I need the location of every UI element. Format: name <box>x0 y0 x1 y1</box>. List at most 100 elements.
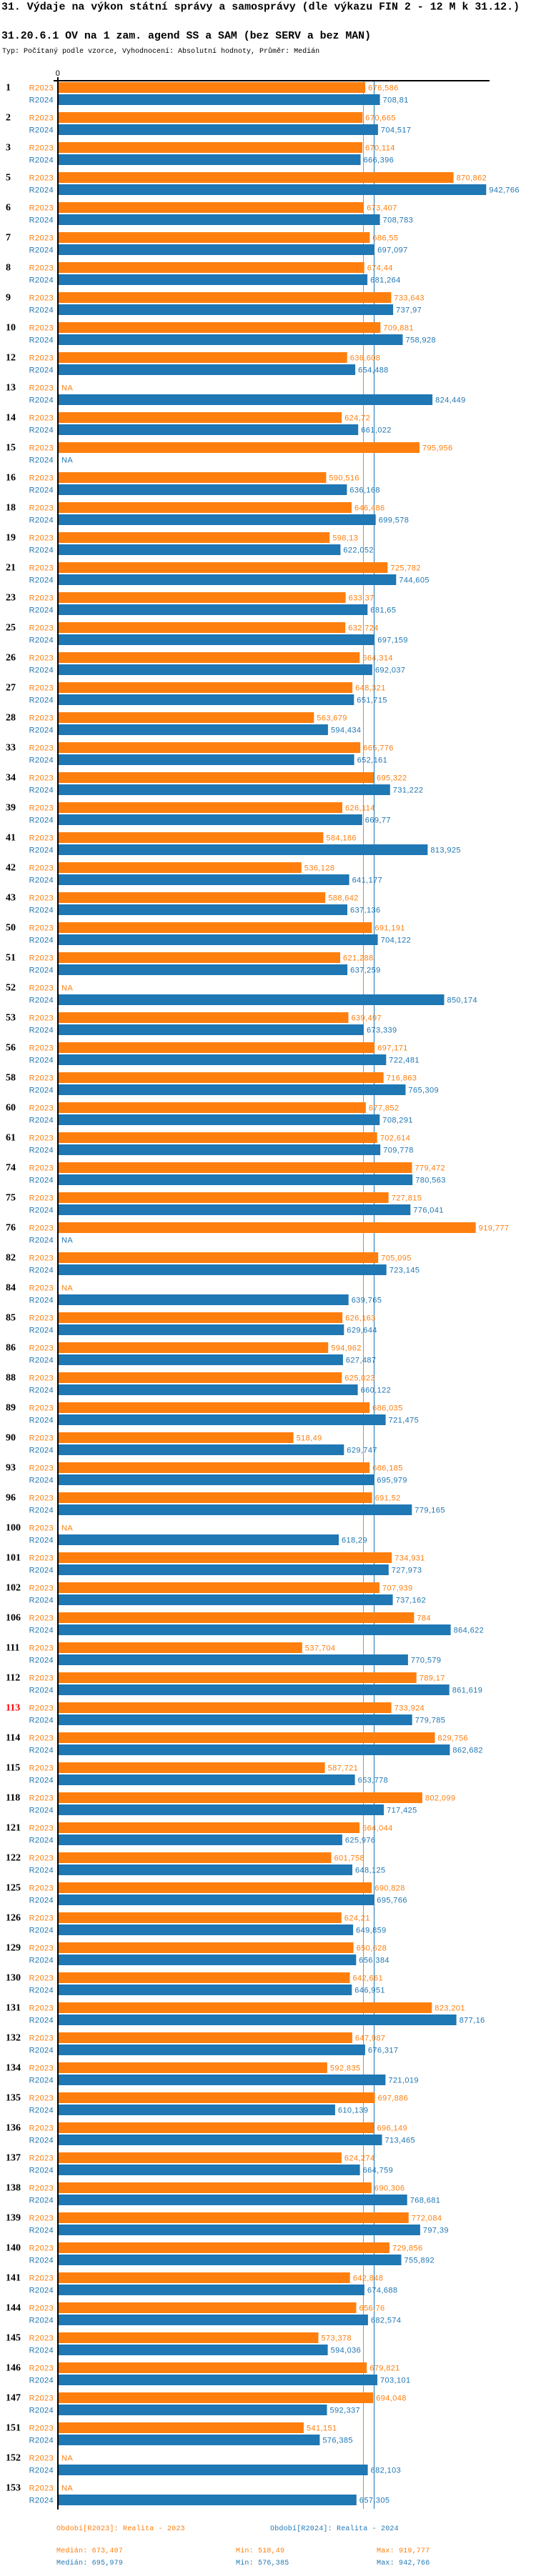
svg-text:755,892: 755,892 <box>405 2257 435 2265</box>
svg-text:R2024: R2024 <box>29 426 54 435</box>
svg-text:56: 56 <box>6 1043 16 1054</box>
svg-text:R2023: R2023 <box>29 894 54 903</box>
svg-text:R2024: R2024 <box>29 697 54 705</box>
svg-text:137: 137 <box>6 2153 21 2164</box>
svg-text:R2024: R2024 <box>29 1177 54 1185</box>
svg-text:139: 139 <box>6 2213 21 2224</box>
svg-text:670,665: 670,665 <box>365 114 396 123</box>
svg-text:R2024: R2024 <box>29 216 54 225</box>
svg-text:R2024: R2024 <box>29 516 54 525</box>
svg-text:784: 784 <box>417 1614 431 1623</box>
svg-text:R2023: R2023 <box>29 2125 54 2133</box>
svg-text:2: 2 <box>6 113 11 124</box>
svg-text:R2023: R2023 <box>29 684 54 693</box>
svg-text:115: 115 <box>6 1763 20 1774</box>
svg-text:697,097: 697,097 <box>377 246 408 255</box>
svg-text:R2023: R2023 <box>29 1314 54 1323</box>
svg-text:690,828: 690,828 <box>374 1884 405 1893</box>
svg-text:721,019: 721,019 <box>388 2077 419 2085</box>
svg-text:692,037: 692,037 <box>375 667 406 675</box>
svg-text:132: 132 <box>6 2033 21 2044</box>
svg-text:R2024: R2024 <box>29 1687 54 1695</box>
svg-text:26: 26 <box>6 653 16 664</box>
svg-text:NA: NA <box>61 384 73 393</box>
svg-text:R2024: R2024 <box>29 847 54 855</box>
svg-text:R2024: R2024 <box>29 997 54 1005</box>
svg-text:R2023: R2023 <box>29 804 54 813</box>
svg-text:674,44: 674,44 <box>367 264 393 273</box>
svg-text:636,608: 636,608 <box>350 354 381 363</box>
svg-text:R2024: R2024 <box>29 606 54 615</box>
svg-text:R2023: R2023 <box>29 2185 54 2193</box>
svg-text:686,185: 686,185 <box>372 1464 403 1473</box>
svg-text:R2023: R2023 <box>29 1164 54 1173</box>
svg-text:797,39: 797,39 <box>423 2227 449 2235</box>
svg-text:R2024: R2024 <box>29 1867 54 1875</box>
svg-text:780,563: 780,563 <box>415 1177 446 1185</box>
svg-text:R2024: R2024 <box>29 787 54 795</box>
svg-text:R2024: R2024 <box>29 1117 54 1125</box>
svg-text:696,149: 696,149 <box>377 2125 408 2133</box>
svg-text:598,13: 598,13 <box>332 534 358 543</box>
svg-text:697,171: 697,171 <box>377 1044 408 1053</box>
svg-text:R2024: R2024 <box>29 1927 54 1935</box>
svg-text:Min: 576,385: Min: 576,385 <box>236 2559 289 2567</box>
svg-text:R2023: R2023 <box>29 2365 54 2373</box>
svg-text:518,49: 518,49 <box>297 1434 322 1443</box>
svg-text:654,488: 654,488 <box>358 366 389 375</box>
svg-text:R2024: R2024 <box>29 1297 54 1305</box>
svg-text:90: 90 <box>6 1433 16 1444</box>
svg-text:590,516: 590,516 <box>329 474 359 483</box>
svg-text:727,815: 727,815 <box>392 1194 422 1203</box>
svg-text:74: 74 <box>6 1163 16 1174</box>
svg-text:28: 28 <box>6 713 16 724</box>
svg-text:734,931: 734,931 <box>394 1554 425 1563</box>
svg-text:733,643: 733,643 <box>394 294 425 303</box>
svg-text:776,041: 776,041 <box>413 1207 444 1215</box>
svg-text:665,776: 665,776 <box>363 744 394 753</box>
svg-text:21: 21 <box>6 563 16 574</box>
svg-text:664,044: 664,044 <box>362 1824 393 1833</box>
svg-text:R2023: R2023 <box>29 1945 54 1953</box>
svg-text:709,778: 709,778 <box>383 1147 414 1155</box>
svg-text:713,465: 713,465 <box>385 2137 416 2145</box>
svg-text:R2024: R2024 <box>29 1657 54 1665</box>
svg-text:R2024: R2024 <box>29 1387 54 1395</box>
svg-text:709,881: 709,881 <box>383 324 414 333</box>
svg-text:R2024: R2024 <box>29 366 54 375</box>
svg-text:75: 75 <box>6 1193 16 1204</box>
svg-text:53: 53 <box>6 1013 16 1024</box>
svg-text:722,481: 722,481 <box>389 1057 420 1065</box>
svg-text:642,661: 642,661 <box>353 1975 384 1983</box>
svg-text:R2024: R2024 <box>29 757 54 765</box>
svg-text:19: 19 <box>6 533 16 544</box>
svg-text:8: 8 <box>6 263 11 274</box>
svg-text:39: 39 <box>6 803 16 814</box>
svg-text:R2023: R2023 <box>29 624 54 633</box>
svg-text:695,979: 695,979 <box>377 1477 407 1485</box>
svg-text:R2023: R2023 <box>29 1674 54 1683</box>
svg-text:135: 135 <box>6 2093 21 2104</box>
svg-text:R2023: R2023 <box>29 2005 54 2013</box>
svg-text:134: 134 <box>6 2063 21 2074</box>
svg-text:R2024: R2024 <box>29 1897 54 1905</box>
svg-text:679,821: 679,821 <box>369 2365 400 2373</box>
svg-text:R2023: R2023 <box>29 1975 54 1983</box>
svg-text:R2023: R2023 <box>29 1824 54 1833</box>
svg-text:R2024: R2024 <box>29 2317 54 2325</box>
svg-text:R2024: R2024 <box>29 967 54 975</box>
svg-text:727,973: 727,973 <box>392 1567 422 1575</box>
svg-text:R2024: R2024 <box>29 1717 54 1725</box>
svg-text:R2024: R2024 <box>29 1777 54 1785</box>
svg-text:R2024: R2024 <box>29 1537 54 1545</box>
svg-text:R2024: R2024 <box>29 306 54 315</box>
svg-text:R2023: R2023 <box>29 594 54 603</box>
svg-text:R2024: R2024 <box>29 937 54 945</box>
svg-text:153: 153 <box>6 2483 21 2494</box>
svg-text:R2024: R2024 <box>29 636 54 645</box>
svg-text:646,951: 646,951 <box>354 1987 385 1995</box>
svg-text:84: 84 <box>6 1283 16 1294</box>
svg-text:592,835: 592,835 <box>330 2065 361 2073</box>
svg-text:R2023: R2023 <box>29 114 54 123</box>
svg-text:101: 101 <box>6 1553 21 1564</box>
